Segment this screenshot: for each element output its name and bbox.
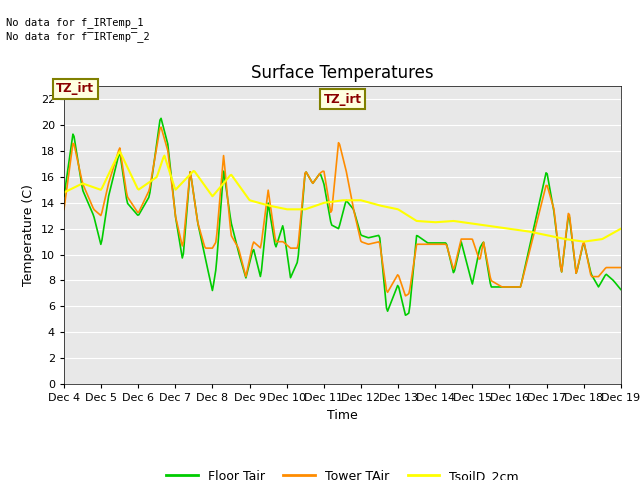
TsoilD_2cm xyxy=(617,226,625,232)
TsoilD_2cm xyxy=(116,148,124,154)
Text: TZ_irt: TZ_irt xyxy=(56,83,94,96)
Tower TAir xyxy=(617,264,625,270)
TsoilD_2cm xyxy=(362,199,370,204)
TsoilD_2cm xyxy=(518,228,525,233)
Floor Tair xyxy=(60,193,68,199)
Floor Tair xyxy=(157,116,165,121)
Line: TsoilD_2cm: TsoilD_2cm xyxy=(64,151,621,241)
TsoilD_2cm xyxy=(580,239,588,244)
Tower TAir xyxy=(362,240,370,246)
Text: No data for f_IRTemp_1: No data for f_IRTemp_1 xyxy=(6,17,144,28)
X-axis label: Time: Time xyxy=(327,408,358,421)
Floor Tair xyxy=(393,286,401,291)
TsoilD_2cm xyxy=(606,232,614,238)
Tower TAir xyxy=(519,276,527,282)
TsoilD_2cm xyxy=(393,206,401,212)
Line: Tower TAir: Tower TAir xyxy=(64,127,621,296)
Floor Tair xyxy=(402,312,410,318)
Tower TAir xyxy=(329,196,337,202)
Tower TAir xyxy=(606,264,614,270)
Tower TAir xyxy=(326,203,333,208)
TsoilD_2cm xyxy=(326,199,333,205)
TsoilD_2cm xyxy=(329,199,337,204)
Tower TAir xyxy=(157,124,165,130)
Floor Tair xyxy=(326,213,333,218)
Floor Tair xyxy=(606,275,614,280)
Floor Tair xyxy=(329,223,337,228)
Title: Surface Temperatures: Surface Temperatures xyxy=(251,64,434,82)
Tower TAir xyxy=(393,274,401,280)
Y-axis label: Temperature (C): Temperature (C) xyxy=(22,184,35,286)
Text: No data for f̅IRTemp̅_2: No data for f̅IRTemp̅_2 xyxy=(6,31,150,42)
Tower TAir xyxy=(60,206,68,212)
Tower TAir xyxy=(402,293,410,299)
Legend: Floor Tair, Tower TAir, TsoilD_2cm: Floor Tair, Tower TAir, TsoilD_2cm xyxy=(161,465,524,480)
Floor Tair xyxy=(362,234,370,240)
Floor Tair xyxy=(519,275,527,281)
TsoilD_2cm xyxy=(60,190,68,195)
Floor Tair xyxy=(617,287,625,292)
Line: Floor Tair: Floor Tair xyxy=(64,119,621,315)
Text: TZ_irt: TZ_irt xyxy=(323,93,362,106)
